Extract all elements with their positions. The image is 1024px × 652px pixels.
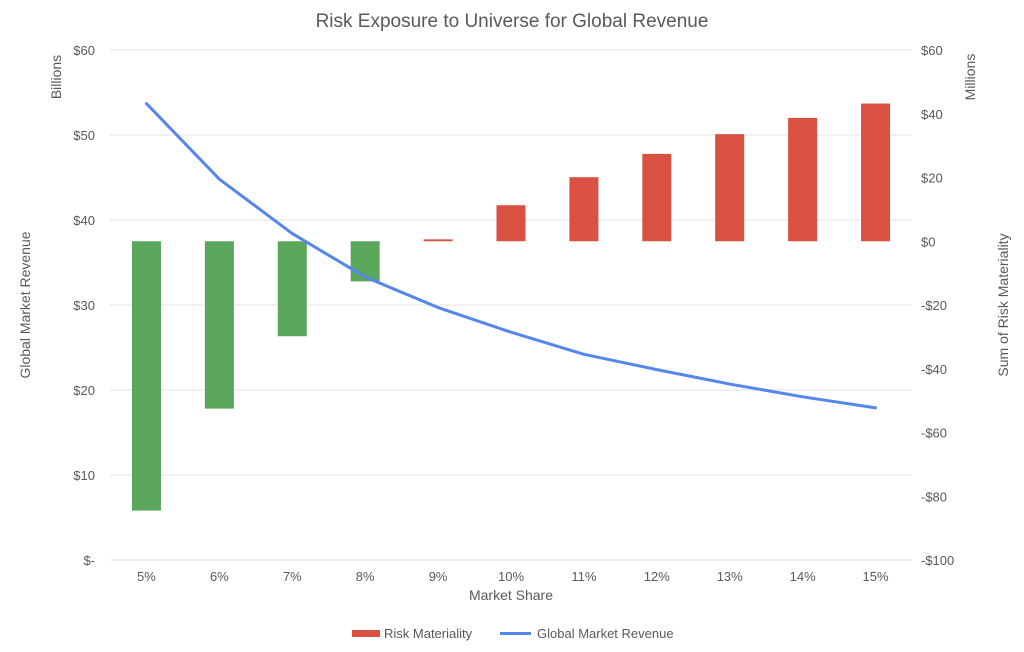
right-axis-unit: Millions	[962, 54, 978, 101]
x-tick-label: 14%	[790, 569, 816, 584]
x-tick-label: 8%	[356, 569, 375, 584]
x-tick-label: 12%	[644, 569, 670, 584]
left-axis-ticks: $- $10 $20 $30 $40 $50 $60	[73, 43, 95, 568]
right-tick-label: -$20	[921, 298, 947, 313]
bar-14%[interactable]	[788, 117, 818, 242]
bar-5%[interactable]	[131, 241, 161, 511]
bar-15%[interactable]	[861, 103, 891, 242]
bar-7%[interactable]	[277, 241, 307, 337]
right-tick-label: -$40	[921, 362, 947, 377]
right-axis-ticks: -$100 -$80 -$60 -$40 -$20 $0 $20 $40 $60	[921, 43, 954, 568]
x-tick-label: 10%	[498, 569, 524, 584]
left-tick-label: $-	[83, 553, 95, 568]
x-tick-label: 7%	[283, 569, 302, 584]
x-tick-label: 5%	[137, 569, 156, 584]
left-tick-label: $60	[73, 43, 95, 58]
left-axis-title: Global Market Revenue	[17, 231, 33, 378]
right-tick-label: -$60	[921, 426, 947, 441]
bar-13%[interactable]	[715, 134, 745, 242]
right-tick-label: $0	[921, 234, 935, 249]
bar-11%[interactable]	[569, 177, 599, 242]
left-tick-label: $30	[73, 298, 95, 313]
right-tick-label: -$80	[921, 489, 947, 504]
right-tick-label: $40	[921, 107, 943, 122]
x-axis-title: Market Share	[469, 587, 553, 603]
x-axis-ticks: 5% 6% 7% 8% 9% 10% 11% 12% 13% 14% 15%	[137, 569, 889, 584]
right-axis-title: Sum of Risk Materiality	[995, 233, 1011, 376]
right-tick-label: -$100	[921, 553, 954, 568]
bar-10%[interactable]	[496, 205, 526, 242]
left-axis-unit: Billions	[48, 55, 64, 99]
right-tick-label: $20	[921, 171, 943, 186]
bar-9%[interactable]	[423, 239, 453, 242]
line-series	[144, 102, 878, 410]
revenue-line[interactable]	[144, 102, 878, 410]
x-tick-label: 13%	[717, 569, 743, 584]
x-tick-label: 6%	[210, 569, 229, 584]
legend-label: Risk Materiality	[384, 626, 473, 641]
x-tick-label: 9%	[429, 569, 448, 584]
legend-label: Global Market Revenue	[537, 626, 674, 641]
chart-title: Risk Exposure to Universe for Global Rev…	[316, 11, 709, 32]
left-tick-label: $10	[73, 468, 95, 483]
x-tick-label: 11%	[571, 569, 596, 584]
x-tick-label: 15%	[863, 569, 889, 584]
bar-8%[interactable]	[350, 241, 380, 282]
right-tick-label: $60	[921, 43, 943, 58]
legend-item-global-market-revenue[interactable]: Global Market Revenue	[500, 626, 674, 641]
left-tick-label: $50	[73, 128, 95, 143]
bar-12%[interactable]	[642, 153, 672, 242]
legend-swatch-bar	[352, 630, 380, 637]
left-tick-label: $20	[73, 383, 95, 398]
legend-item-risk-materiality[interactable]: Risk Materiality	[352, 626, 473, 641]
bars	[131, 103, 891, 511]
left-tick-label: $40	[73, 213, 95, 228]
bar-6%[interactable]	[204, 241, 234, 409]
legend: Risk Materiality Global Market Revenue	[352, 626, 674, 641]
